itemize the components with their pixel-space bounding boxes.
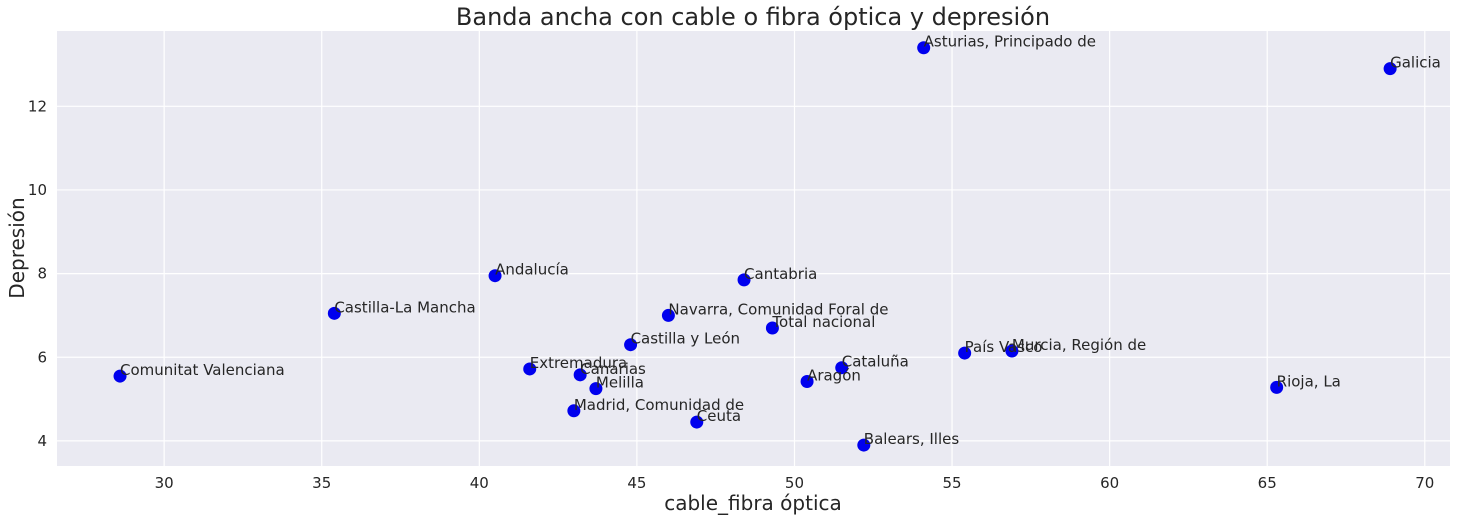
data-point <box>1383 62 1397 76</box>
point-label: Rioja, La <box>1277 372 1341 390</box>
point-label: Navarra, Comunidad Foral de <box>668 300 888 318</box>
x-tick-label: 50 <box>785 474 804 492</box>
data-point <box>690 415 704 429</box>
data-point <box>1270 380 1284 394</box>
data-point <box>488 269 502 283</box>
x-tick-label: 45 <box>627 474 646 492</box>
y-tick-label: 6 <box>37 348 47 366</box>
tick-labels: 30 35 40 45 50 55 60 65 70 4 6 8 10 12 <box>28 97 1434 492</box>
point-label: Castilla y León <box>631 330 740 348</box>
point-label: Ceuta <box>697 407 741 425</box>
data-point <box>857 438 871 452</box>
point-label: Total nacional <box>771 313 875 331</box>
y-tick-label: 10 <box>28 181 47 199</box>
data-point <box>113 369 127 383</box>
point-label: Asturias, Principado de <box>924 33 1096 51</box>
x-tick-label: 55 <box>943 474 962 492</box>
point-label: Canarias <box>580 360 646 378</box>
x-tick-label: 70 <box>1415 474 1434 492</box>
point-label: Cataluña <box>842 353 909 371</box>
data-point <box>589 382 603 396</box>
x-tick-label: 40 <box>470 474 489 492</box>
point-label: Galicia <box>1390 54 1441 72</box>
point-labels: Asturias, Principado de Galicia Andalucía C… <box>120 33 1441 448</box>
data-point <box>523 362 537 376</box>
y-axis-label: Depresión <box>5 197 29 298</box>
x-tick-label: 60 <box>1100 474 1119 492</box>
point-label: Balears, Illes <box>864 430 960 448</box>
y-tick-label: 4 <box>37 432 47 450</box>
point-label: Murcia, Región de <box>1012 336 1146 354</box>
grid-lines <box>57 31 1450 466</box>
data-point <box>624 338 638 352</box>
data-point <box>835 361 849 375</box>
point-label: Aragón <box>807 367 861 385</box>
data-point <box>327 306 341 320</box>
data-point <box>800 375 814 389</box>
x-axis-label: cable_fibra óptica <box>664 491 842 515</box>
y-tick-label: 12 <box>28 97 47 115</box>
point-label: Castilla-La Mancha <box>334 298 475 316</box>
point-label: Andalucía <box>495 261 569 279</box>
data-point <box>661 308 675 322</box>
data-point <box>917 41 931 55</box>
point-label: Melilla <box>596 374 644 392</box>
x-tick-label: 35 <box>312 474 331 492</box>
data-point <box>958 346 972 360</box>
data-point <box>573 368 587 382</box>
x-tick-label: 65 <box>1258 474 1277 492</box>
plot-area <box>57 31 1450 466</box>
y-tick-label: 8 <box>37 265 47 283</box>
data-point <box>765 321 779 335</box>
data-point <box>567 404 581 418</box>
x-tick-label: 30 <box>155 474 174 492</box>
point-label: Madrid, Comunidad de <box>574 396 744 414</box>
point-label: País Vasco <box>965 338 1043 356</box>
data-points <box>113 41 1397 452</box>
point-label: Extremadura <box>530 354 628 372</box>
point-label: Cantabria <box>744 265 817 283</box>
point-label: Comunitat Valenciana <box>120 361 285 379</box>
chart-title: Banda ancha con cable o fibra óptica y d… <box>456 3 1050 31</box>
data-point <box>737 273 751 287</box>
data-point <box>1005 344 1019 358</box>
